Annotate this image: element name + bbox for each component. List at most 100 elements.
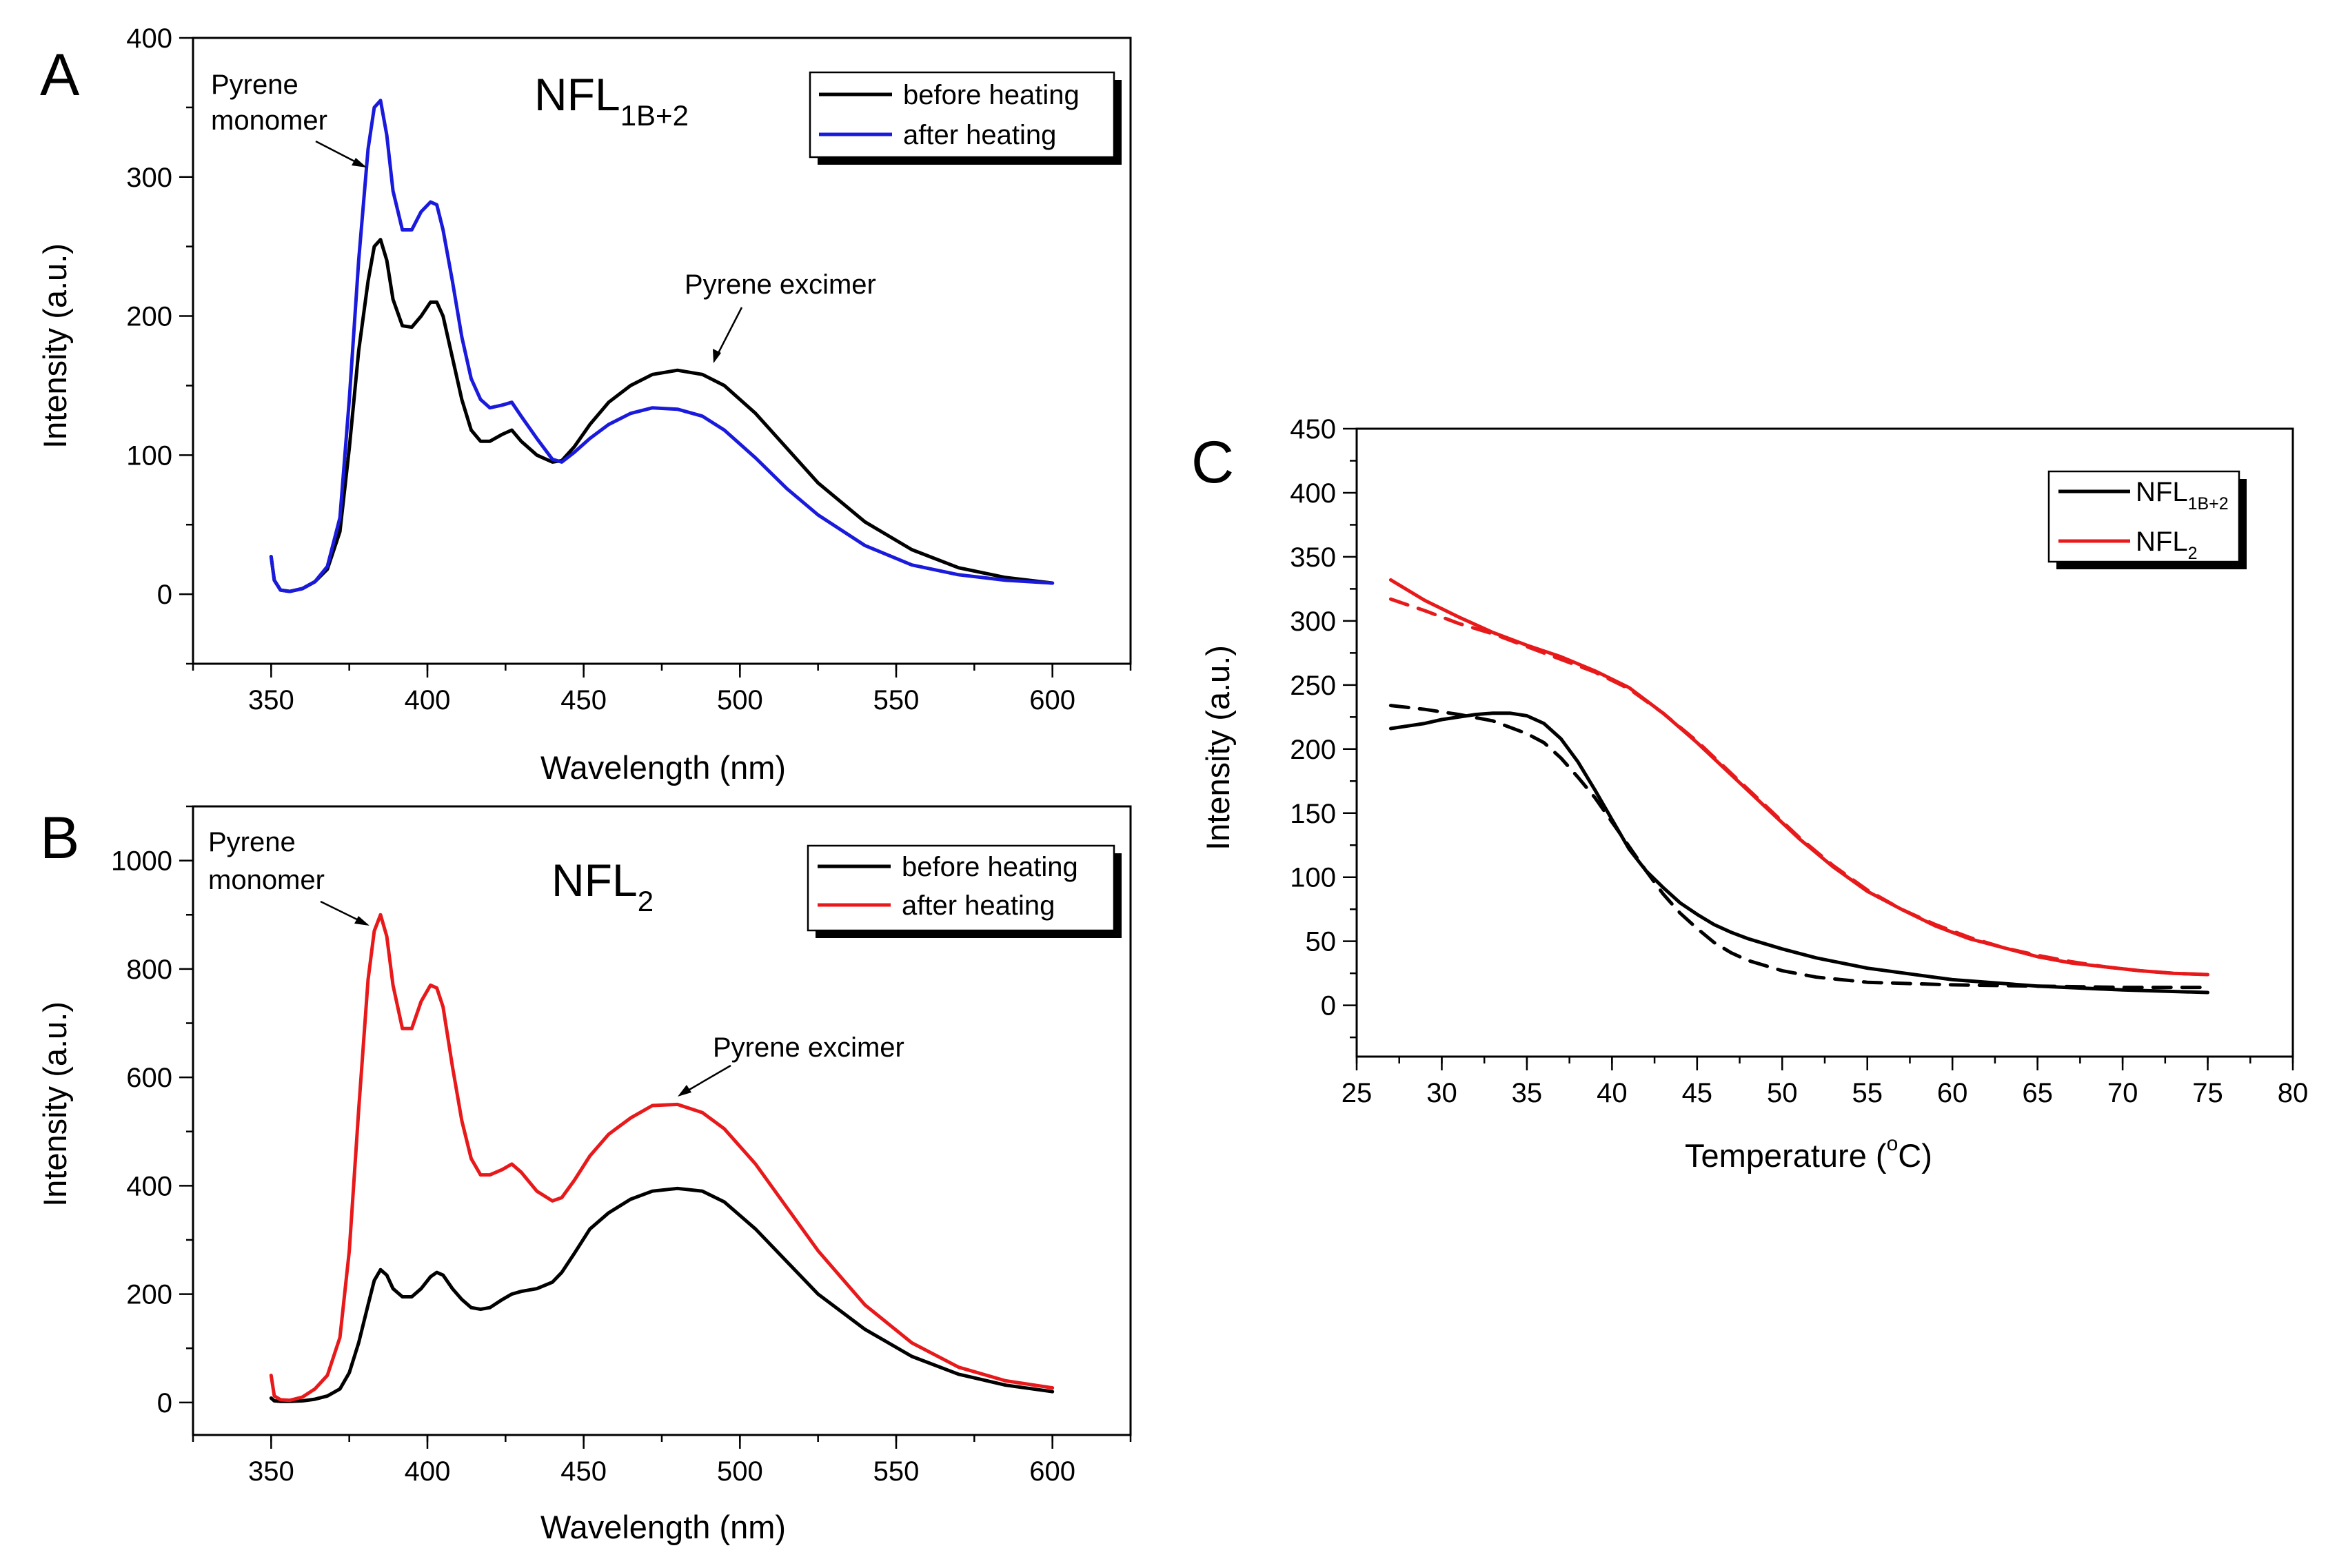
panel-a-arrowhead-excimer <box>713 349 721 363</box>
panel-a-x-tick-label: 550 <box>873 685 920 715</box>
panel-a-ylabel: Intensity (a.u.) <box>37 243 73 449</box>
panel-c-x-tick-label: 35 <box>1512 1078 1543 1108</box>
panel-a-y-tick-label: 300 <box>126 163 172 193</box>
panel-b-y-tick-label: 0 <box>157 1388 172 1418</box>
panel-a-title: NFL1B+2 <box>534 69 689 132</box>
panel-a-series-0 <box>269 238 1055 593</box>
panel-c-ylabel-wrap: Intensity (a.u.) <box>1200 645 1236 851</box>
panel-b-legend-after: after heating <box>902 890 1055 921</box>
panel-b-annotation-monomer: Pyrene monomer <box>208 827 370 926</box>
panel-b-series-1 <box>269 913 1055 1403</box>
panel-c-y-tick-label: 350 <box>1290 542 1336 573</box>
panel-a-arrow-excimer <box>716 307 743 356</box>
panel-c-label: C <box>1191 429 1234 496</box>
panel-c-y-tick-label: 450 <box>1290 414 1336 445</box>
panel-b-y-tick-label: 600 <box>126 1063 172 1093</box>
panel-c-x-tick-label: 45 <box>1682 1078 1713 1108</box>
panel-b-legend-box <box>807 844 1115 932</box>
panel-b-y-tick-label: 800 <box>126 955 172 985</box>
panel-a-x-tick-label: 400 <box>405 685 451 715</box>
panel-c-series-2 <box>1388 578 2209 977</box>
panel-b-x-tick-label: 600 <box>1029 1456 1075 1487</box>
panel-a-legend-before: before heating <box>903 80 1080 110</box>
panel-b-annotation-excimer-text: Pyrene excimer <box>713 1032 904 1063</box>
panel-c-y-tick-label: 250 <box>1290 671 1336 701</box>
panel-c-y-tick-label: 0 <box>1321 991 1336 1021</box>
panel-a-annotation-monomer-line2: monomer <box>211 105 327 136</box>
panel-b-arrow-monomer <box>320 900 363 924</box>
panel-b-y-tick-label: 1000 <box>111 846 172 877</box>
panel-c-legend: NFL1B+2 NFL2 <box>2047 470 2247 569</box>
panel-b-x-tick-label: 350 <box>248 1456 294 1487</box>
panel-b-legend: before heating after heating <box>807 844 1122 938</box>
panel-a-ylabel-wrap: Intensity (a.u.) <box>37 243 73 449</box>
panel-c-y-tick-label: 200 <box>1290 735 1336 765</box>
panel-c-ylabel: Intensity (a.u.) <box>1200 645 1236 851</box>
panel-b-xlabel: Wavelength (nm) <box>540 1509 786 1545</box>
panel-a-annotation-monomer: Pyrene monomer <box>211 70 367 167</box>
panel-c-x-tick-label: 70 <box>2107 1078 2138 1108</box>
panel-b-ylabel: Intensity (a.u.) <box>37 1001 73 1207</box>
panel-b-series-0 <box>269 1186 1055 1403</box>
panel-c-x-tick-label: 75 <box>2192 1078 2223 1108</box>
panel-a-xlabel: Wavelength (nm) <box>540 749 786 786</box>
panel-c-series-3-fit <box>1388 597 2209 977</box>
panel-c-y-tick-label: 150 <box>1290 799 1336 829</box>
panel-b-x-tick-label: 550 <box>873 1456 920 1487</box>
panel-a-arrow-monomer <box>315 140 361 165</box>
panel-c-x-tick-label: 30 <box>1426 1078 1457 1108</box>
panel-b-annotation-monomer-line2: monomer <box>208 865 325 895</box>
panel-a: A NFL1B+2 Intensity (a.u.) Wavelength (n… <box>37 23 1132 786</box>
panel-b-x-tick-label: 400 <box>405 1456 451 1487</box>
panel-c-x-tick-label: 50 <box>1767 1078 1798 1108</box>
panel-b-title: NFL2 <box>551 855 654 917</box>
panel-a-y-tick-label: 200 <box>126 302 172 332</box>
panel-b: B NFL2 Intensity (a.u.) Wavelength (nm) … <box>37 805 1132 1545</box>
panel-b-plot: 350 400 450 500 550 600 0 200 400 600 800 1000 <box>111 805 1132 1487</box>
panel-a-y-tick-label: 400 <box>126 23 172 54</box>
panel-b-y-tick-label: 400 <box>126 1171 172 1201</box>
panel-c: C Intensity (a.u.) Temperature (oC) 25 30… <box>1191 414 2308 1174</box>
panel-a-plot: 350 400 450 500 550 600 0 100 200 300 400 <box>126 23 1132 715</box>
panel-a-label: A <box>40 42 80 108</box>
panel-b-legend-before: before heating <box>902 852 1078 882</box>
panel-c-x-tick-label: 80 <box>2278 1078 2309 1108</box>
panel-b-annotation-monomer-line1: Pyrene <box>208 827 296 857</box>
panel-c-y-tick-label: 100 <box>1290 863 1336 893</box>
panel-c-x-tick-label: 60 <box>1937 1078 1968 1108</box>
panel-c-legend-box <box>2047 470 2240 563</box>
panel-b-x-tick-label: 500 <box>717 1456 763 1487</box>
panel-c-series-0 <box>1388 711 2209 995</box>
panel-c-x-tick-label: 55 <box>1852 1078 1883 1108</box>
panel-a-legend-box <box>809 71 1115 159</box>
panel-b-arrow-excimer <box>684 1064 731 1094</box>
panel-b-label: B <box>40 805 79 871</box>
panel-a-x-tick-label: 450 <box>560 685 607 715</box>
panel-c-x-tick-label: 65 <box>2022 1078 2053 1108</box>
panel-a-y-tick-label: 100 <box>126 440 172 471</box>
panel-c-xlabel: Temperature (oC) <box>1685 1132 1932 1174</box>
panel-b-annotation-excimer: Pyrene excimer <box>678 1032 904 1097</box>
panel-a-x-tick-label: 500 <box>717 685 763 715</box>
panel-c-y-tick-label: 300 <box>1290 607 1336 637</box>
panel-c-legend-nfl2: NFL2 <box>2136 527 2197 563</box>
panel-a-legend-after: after heating <box>903 120 1056 150</box>
panel-b-y-tick-label: 200 <box>126 1280 172 1310</box>
panel-a-x-tick-label: 350 <box>248 685 294 715</box>
panel-a-annotation-excimer-text: Pyrene excimer <box>685 269 876 300</box>
panel-c-y-tick-label: 400 <box>1290 478 1336 509</box>
panel-a-x-tick-label: 600 <box>1029 685 1075 715</box>
panel-c-x-tick-label: 25 <box>1342 1078 1373 1108</box>
panel-b-ylabel-wrap: Intensity (a.u.) <box>37 1001 73 1207</box>
panel-a-series-1 <box>269 99 1055 593</box>
panel-c-series-1-fit <box>1388 704 2209 990</box>
panel-b-x-tick-label: 450 <box>560 1456 607 1487</box>
panel-a-legend: before heating after heating <box>809 71 1122 165</box>
panel-a-y-tick-label: 0 <box>157 580 172 610</box>
panel-c-x-tick-label: 40 <box>1597 1078 1628 1108</box>
panel-a-annotation-monomer-line1: Pyrene <box>211 70 298 100</box>
panel-a-arrowhead-monomer <box>352 158 367 167</box>
panel-b-arrowhead-excimer <box>678 1085 691 1097</box>
panel-b-arrowhead-monomer <box>354 916 370 926</box>
